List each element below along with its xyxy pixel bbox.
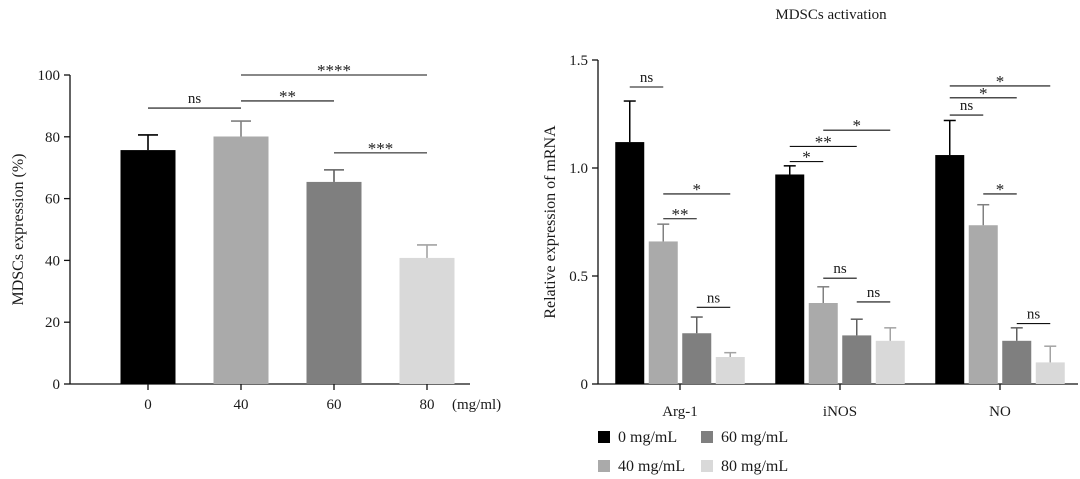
legend-label-60-mg-ml: 60 mg/mL xyxy=(721,429,788,446)
legend: 0 mg/mL 40 mg/mL 60 mg/mL 80 mg/mL xyxy=(598,429,788,475)
bar-inos-0-mg-ml xyxy=(775,174,805,384)
significance-label: * xyxy=(979,84,988,103)
legend-label-40-mg-ml: 40 mg/mL xyxy=(618,458,685,475)
legend-swatch-60-mg-ml xyxy=(701,431,713,443)
y-tick-label: 80 xyxy=(45,130,60,146)
significance-label: ns xyxy=(867,285,881,301)
chart-mdscs-activation: MDSCs activation 0 0.5 1.0 1.5 Arg-1 iNOS NO ns *… xyxy=(542,7,1078,475)
y-tick-label: 20 xyxy=(45,315,60,331)
y-tick-label: 0 xyxy=(53,377,61,393)
bar-inos-40-mg-ml xyxy=(808,303,838,384)
legend-label-80-mg-ml: 80 mg/mL xyxy=(721,458,788,475)
x-tick-label: 40 xyxy=(234,397,249,413)
legend-swatch-40-mg-ml xyxy=(598,460,610,472)
significance-label: ** xyxy=(815,132,832,151)
bar-inos-60-mg-ml xyxy=(842,335,872,384)
significance-label: * xyxy=(693,180,702,199)
significance-label: ns xyxy=(960,98,974,114)
y-tick-label: 1.0 xyxy=(569,161,588,177)
bar-arg-1-40-mg-ml xyxy=(648,241,678,384)
y-tick-label: 40 xyxy=(45,253,60,269)
y-tick-label: 0 xyxy=(581,377,589,393)
y-tick-label: 60 xyxy=(45,192,60,208)
bar-arg-1-60-mg-ml xyxy=(682,333,712,384)
significance-label: ns xyxy=(640,70,654,86)
x-tick-label-no: NO xyxy=(989,404,1011,420)
significance-label: ns xyxy=(707,290,721,306)
bar-no-40-mg-ml xyxy=(968,225,998,384)
significance-label: **** xyxy=(317,61,351,80)
x-tick-label-arg-1: Arg-1 xyxy=(662,404,698,420)
significance-label: ** xyxy=(672,205,689,224)
significance-label: * xyxy=(802,148,811,167)
bar-no-0-mg-ml xyxy=(935,155,965,384)
bar-arg-1-0-mg-ml xyxy=(615,142,645,384)
bar-0 xyxy=(120,150,176,384)
y-axis-title: Relative expression of mRNA xyxy=(542,125,559,319)
significance-label: ns xyxy=(188,91,202,107)
x-tick-label: 60 xyxy=(327,397,342,413)
bar-60 xyxy=(306,181,362,384)
x-tick-label: 80 xyxy=(420,397,435,413)
significance-label: ** xyxy=(279,87,296,106)
legend-swatch-80-mg-ml xyxy=(701,460,713,472)
x-tick-label: 0 xyxy=(144,397,152,413)
significance-label: ns xyxy=(833,261,847,277)
bar-no-60-mg-ml xyxy=(1002,340,1032,384)
significance-label: * xyxy=(996,180,1005,199)
y-tick-label: 1.5 xyxy=(569,53,588,69)
bar-no-80-mg-ml xyxy=(1035,362,1065,384)
chart-title: MDSCs activation xyxy=(775,7,887,23)
significance-label: * xyxy=(996,72,1005,91)
x-axis-unit-label: (mg/ml) xyxy=(452,397,501,413)
significance-label: *** xyxy=(368,139,394,158)
y-tick-label: 100 xyxy=(38,68,61,84)
legend-label-0-mg-ml: 0 mg/mL xyxy=(618,429,677,446)
significance-label: ns xyxy=(1027,307,1041,323)
x-tick-label-inos: iNOS xyxy=(823,404,857,420)
bar-arg-1-80-mg-ml xyxy=(715,357,745,384)
y-tick-label: 0.5 xyxy=(569,269,588,285)
bar-40 xyxy=(213,136,269,384)
legend-swatch-0-mg-ml xyxy=(598,431,610,443)
bar-80 xyxy=(399,257,455,384)
y-axis-title: MDSCs expression (%) xyxy=(10,154,27,306)
bar-inos-80-mg-ml xyxy=(875,340,905,384)
significance-label: * xyxy=(853,116,862,135)
